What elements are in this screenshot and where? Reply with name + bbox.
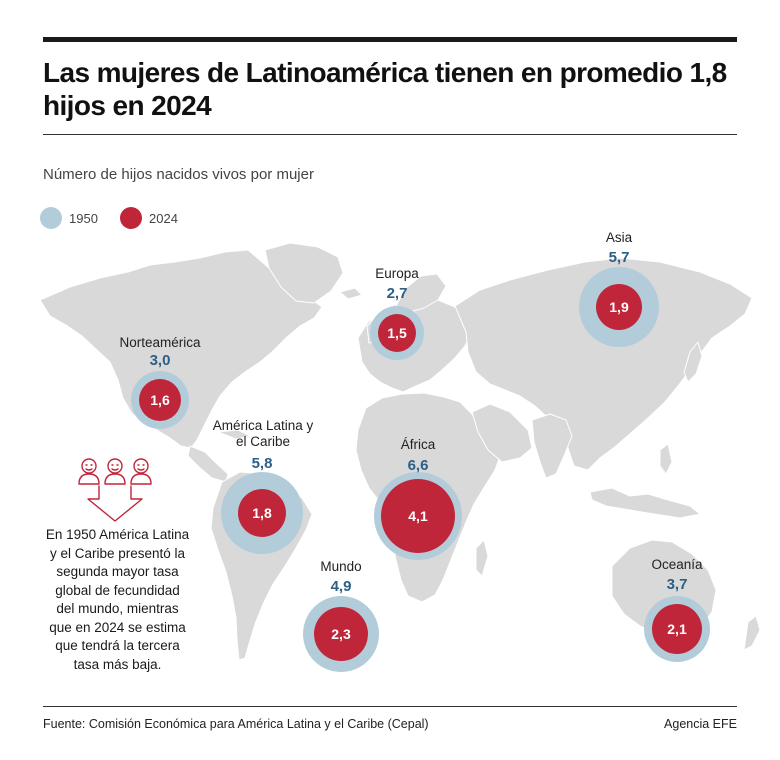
value-2024-norteamerica: 1,6 bbox=[150, 392, 170, 408]
legend-item-2024: 2024 bbox=[120, 207, 178, 229]
scandinavia-landmass bbox=[395, 273, 447, 313]
value-2024-asia: 1,9 bbox=[609, 299, 629, 315]
value-2024-america-latina: 1,8 bbox=[252, 505, 272, 521]
label-oceania: Oceanía bbox=[651, 557, 703, 572]
philippines-landmass bbox=[659, 443, 673, 475]
value-1950-oceania: 3,7 bbox=[666, 576, 688, 593]
label-norteamerica: Norteamérica bbox=[119, 335, 201, 350]
bubble-2024-norteamerica bbox=[139, 379, 181, 421]
title-rule bbox=[43, 134, 737, 135]
bubble-2024-europa bbox=[378, 314, 416, 352]
central-america-landmass bbox=[187, 445, 229, 483]
legend-swatch-2024 bbox=[120, 207, 142, 229]
value-1950-europa: 2,7 bbox=[386, 285, 408, 302]
credit: Agencia EFE bbox=[664, 717, 737, 731]
bubble-2024-america-latina bbox=[238, 489, 286, 537]
label-mundo: Mundo bbox=[320, 559, 362, 574]
bubble-2024-oceania bbox=[652, 604, 702, 654]
value-2024-mundo: 2,3 bbox=[331, 626, 351, 642]
top-rule bbox=[43, 37, 737, 42]
value-1950-africa: 6,6 bbox=[407, 457, 429, 474]
value-2024-europa: 1,5 bbox=[387, 325, 407, 341]
label-america-latina: América Latina y el Caribe bbox=[212, 418, 314, 449]
new-zealand-landmass bbox=[743, 615, 761, 651]
iceland-landmass bbox=[339, 287, 363, 300]
greenland-landmass bbox=[264, 242, 344, 304]
bubble-2024-africa bbox=[381, 479, 455, 553]
value-1950-norteamerica: 3,0 bbox=[149, 352, 171, 369]
indonesia-landmass bbox=[589, 487, 701, 519]
north-america-landmass bbox=[39, 249, 323, 449]
value-2024-oceania: 2,1 bbox=[667, 621, 687, 637]
value-1950-asia: 5,7 bbox=[608, 249, 630, 266]
bottom-rule bbox=[43, 706, 737, 707]
label-asia: Asia bbox=[605, 230, 633, 245]
legend-label-1950: 1950 bbox=[69, 210, 98, 226]
value-2024-africa: 4,1 bbox=[408, 508, 428, 524]
note-text: En 1950 América Latina y el Caribe prese… bbox=[45, 527, 190, 672]
asia-landmass bbox=[454, 257, 753, 471]
arabia-landmass bbox=[471, 403, 533, 463]
bubble-2024-asia bbox=[596, 284, 642, 330]
legend-swatch-1950 bbox=[40, 207, 62, 229]
title: Las mujeres de Latinoamérica tienen en p… bbox=[43, 57, 727, 121]
japan-landmass bbox=[683, 341, 703, 383]
value-1950-america-latina: 5,8 bbox=[251, 455, 273, 472]
label-europa: Europa bbox=[375, 266, 419, 281]
legend-item-1950: 1950 bbox=[40, 207, 98, 229]
value-1950-mundo: 4,9 bbox=[330, 578, 352, 595]
madagascar-landmass bbox=[475, 539, 489, 577]
legend-label-2024: 2024 bbox=[149, 210, 178, 226]
source: Fuente: Comisión Económica para América … bbox=[43, 717, 429, 731]
subtitle: Número de hijos nacidos vivos por mujer bbox=[43, 166, 314, 183]
people-arrow-icon bbox=[78, 458, 152, 522]
label-africa: África bbox=[400, 437, 436, 452]
caribbean-landmass bbox=[217, 429, 251, 440]
india-landmass bbox=[531, 413, 573, 479]
bubble-2024-mundo bbox=[314, 607, 368, 661]
